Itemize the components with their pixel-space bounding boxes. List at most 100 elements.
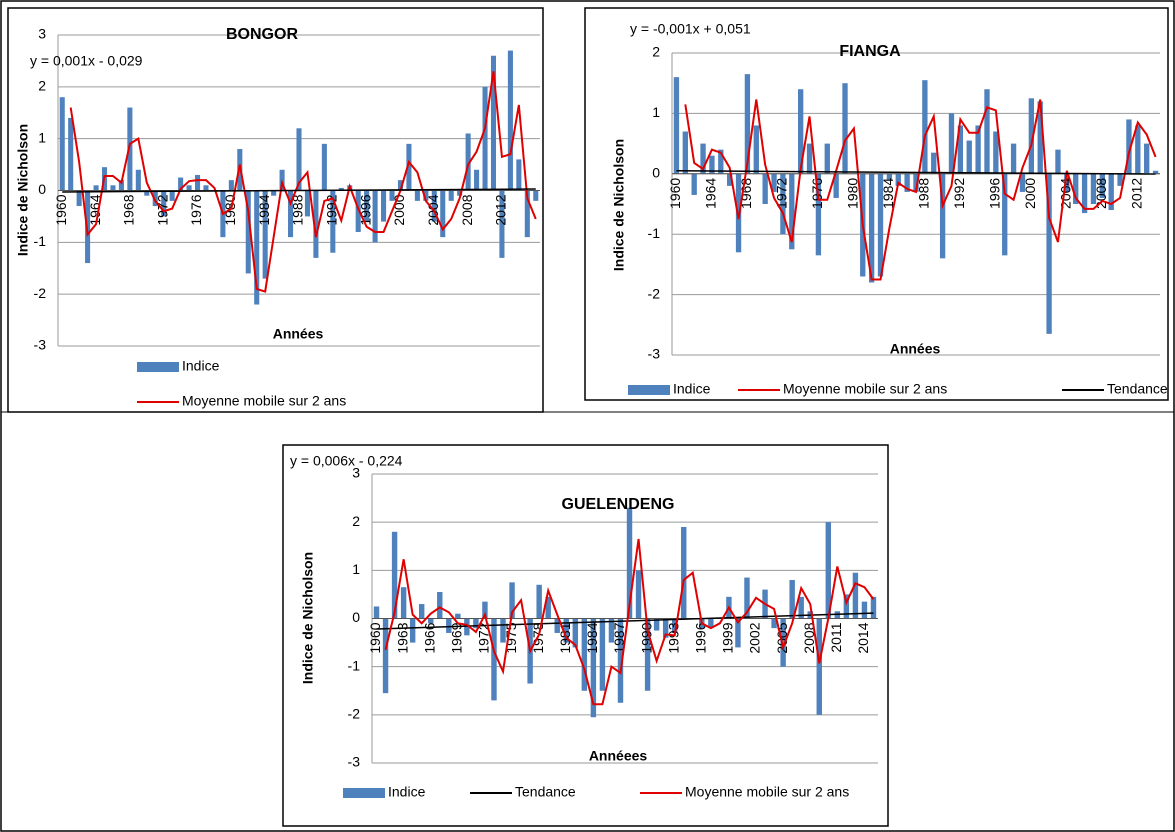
bar (753, 125, 759, 174)
bar (780, 618, 786, 667)
bar (771, 173, 777, 192)
trend-equation: y = 0,001x - 0,029 (30, 53, 143, 69)
bar (533, 190, 539, 201)
y-tick-label: -1 (648, 225, 661, 241)
x-tick-label: 2002 (747, 622, 763, 653)
trend-line (676, 170, 1156, 175)
bar (381, 190, 387, 222)
bar (152, 190, 158, 207)
bar (798, 596, 804, 619)
chart-title: BONGOR (226, 26, 298, 43)
bar (771, 618, 777, 629)
bar (931, 152, 937, 174)
bar (975, 125, 981, 174)
bar (118, 180, 124, 191)
legend-swatch (137, 362, 179, 372)
x-tick-label: 2012 (493, 194, 509, 225)
bar (554, 618, 560, 633)
bar (271, 190, 277, 196)
y-tick-label: -2 (648, 285, 661, 301)
bar (455, 613, 461, 619)
bar (524, 190, 530, 238)
bar (727, 173, 733, 186)
y-tick-label: 2 (38, 78, 46, 94)
y-tick-label: 3 (38, 26, 46, 42)
x-tick-label: 1992 (951, 178, 967, 209)
legend-label: Moyenne mobile sur 2 ans (182, 393, 346, 409)
bar (662, 618, 669, 638)
bar (895, 173, 901, 186)
x-tick-label: 1960 (667, 178, 683, 209)
bar (1152, 170, 1159, 174)
bar (886, 173, 893, 180)
trend-equation: y = -0,001x + 0,051 (630, 21, 751, 37)
x-tick-label: 1981 (557, 622, 573, 653)
bar (296, 128, 302, 191)
bar (744, 577, 750, 619)
bar (984, 89, 990, 174)
bar (1010, 143, 1017, 174)
moving-average-line (684, 99, 1157, 281)
bar (735, 618, 741, 648)
bar (644, 618, 651, 691)
bar (1037, 101, 1043, 174)
bar (389, 190, 395, 201)
y-axis-label: Indice de Nicholson (15, 124, 31, 256)
y-tick-label: -1 (34, 233, 47, 249)
bar (653, 618, 660, 631)
bar (507, 50, 513, 191)
bar (194, 174, 201, 191)
bar (913, 173, 919, 192)
bar (789, 173, 795, 250)
bar (635, 570, 642, 619)
bar (1126, 119, 1132, 174)
bar (500, 618, 506, 643)
x-tick-label: 2004 (1058, 178, 1074, 209)
bar (545, 596, 551, 619)
x-tick-label: 2012 (1129, 178, 1145, 209)
x-tick-label: 2000 (1022, 178, 1038, 209)
bar (825, 522, 832, 619)
bar (448, 190, 454, 201)
bar (1144, 143, 1150, 174)
bar (671, 618, 678, 633)
x-tick-label: 1966 (421, 622, 437, 653)
bar (1117, 173, 1123, 186)
bar (948, 113, 955, 174)
bar (68, 117, 74, 191)
bar (1081, 173, 1088, 214)
x-tick-label: 2014 (855, 622, 871, 653)
y-axis-label: Indice de Nicholson (300, 552, 316, 684)
bar (428, 618, 434, 624)
y-tick-label: 1 (652, 104, 660, 120)
y-tick-label: 2 (652, 44, 660, 60)
bar (431, 190, 437, 222)
legend-label: Moyenne mobile sur 2 ans (685, 784, 849, 800)
bar (161, 190, 167, 217)
bar (169, 190, 175, 201)
bar (708, 618, 714, 629)
bar (446, 618, 452, 633)
bar (76, 190, 82, 207)
bar (144, 190, 150, 196)
x-tick-label: 2008 (1093, 178, 1109, 209)
legend-swatch (628, 385, 670, 395)
bar (364, 190, 370, 222)
bar (465, 133, 471, 191)
x-tick-label: 1996 (357, 194, 373, 225)
x-tick-label: 1963 (394, 622, 410, 653)
bar (563, 618, 569, 643)
bar (806, 143, 813, 174)
bar (516, 159, 522, 191)
bar (797, 89, 804, 174)
y-tick-label: -2 (348, 706, 361, 722)
bar (789, 579, 795, 619)
bar (406, 143, 412, 191)
bar (608, 618, 615, 643)
x-tick-label: 1999 (720, 622, 736, 653)
bar (868, 173, 875, 283)
bar (228, 180, 234, 191)
